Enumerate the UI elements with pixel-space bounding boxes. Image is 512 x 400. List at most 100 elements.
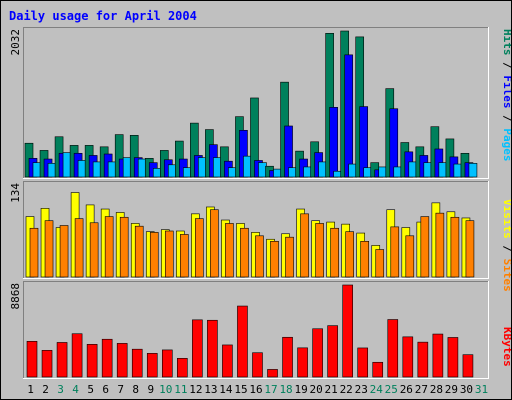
sites-bar	[44, 220, 54, 278]
day-label: 23	[355, 383, 368, 396]
sites-bar	[225, 223, 234, 278]
pages-bar	[468, 163, 478, 178]
day-label: 2	[42, 383, 49, 396]
legend-pages: Pages	[501, 128, 511, 161]
kbytes-bar	[432, 333, 444, 378]
sites-bar	[180, 234, 189, 278]
day-label: 20	[310, 383, 323, 396]
kbytes-bar	[402, 336, 414, 378]
legend-separator: /	[501, 109, 511, 129]
sites-bar	[149, 232, 159, 278]
kbytes-bar	[267, 369, 278, 378]
legend-sites: Sites	[501, 259, 511, 292]
day-label: 1	[27, 383, 34, 396]
chart-title: Daily usage for April 2004	[9, 9, 197, 23]
kbytes-bar	[116, 343, 128, 378]
kbytes-bar	[357, 347, 369, 378]
day-label: 4	[72, 383, 79, 396]
sites-bar	[435, 212, 445, 278]
sites-bar	[465, 220, 475, 278]
day-label: 24	[370, 383, 384, 396]
kbytes-bar	[101, 338, 113, 378]
day-label: 17	[264, 383, 277, 396]
sites-bar	[74, 218, 84, 278]
sites-bar	[119, 216, 129, 278]
kbytes-bar	[41, 350, 53, 378]
hits-files-pages-bars	[24, 30, 478, 178]
sites-bar	[255, 235, 264, 278]
visits-ymax-label: 134	[9, 183, 22, 203]
kbytes-bar	[86, 344, 98, 378]
sites-bar	[405, 235, 415, 278]
legend-separator: /	[501, 239, 511, 259]
sites-bar	[89, 222, 99, 278]
sites-bar	[330, 227, 339, 278]
sites-bar	[210, 209, 219, 278]
day-label: 25	[385, 383, 398, 396]
kbytes-bar	[56, 342, 68, 378]
kbytes-bar	[131, 348, 143, 378]
sites-bar	[300, 213, 309, 278]
day-label: 15	[234, 383, 247, 396]
legend-separator: /	[501, 56, 511, 76]
sites-bar	[164, 230, 174, 278]
legend-kbytes: KBytes	[501, 327, 511, 367]
sites-bar	[104, 216, 114, 278]
kbytes-bars	[26, 284, 474, 378]
sites-bar	[29, 227, 39, 278]
sites-bar	[345, 231, 354, 278]
day-label: 9	[147, 383, 154, 396]
hits-ymax-label: 2032	[9, 29, 22, 56]
kbytes-bar	[297, 347, 308, 378]
sites-bar	[270, 240, 279, 278]
kbytes-ymax-label: 8868	[9, 283, 22, 310]
sites-bar	[59, 225, 69, 278]
day-label: 26	[400, 383, 413, 396]
legend-visits: Visits	[501, 199, 511, 239]
day-label: 5	[87, 383, 94, 396]
day-label: 21	[325, 383, 338, 396]
day-label: 13	[204, 383, 217, 396]
sites-bar	[360, 240, 370, 278]
files-bar	[359, 106, 369, 178]
files-bar	[344, 54, 353, 178]
sites-bar	[450, 216, 460, 278]
kbytes-bar	[161, 349, 173, 378]
day-labels: 1 2 3 4 5 6 7 8 9 10 11 12 13 14 15 16 17 18 19 20 21 22 23 24 2…	[27, 383, 488, 396]
kbytes-bar	[237, 305, 248, 378]
kbytes-bar	[387, 319, 399, 378]
kbytes-bar	[342, 284, 353, 378]
day-label: 18	[279, 383, 292, 396]
legend-files: Files	[501, 75, 511, 108]
visits-legend: Visits / Sites	[501, 199, 511, 292]
sites-bar	[134, 225, 144, 278]
hits-legend: Hits / Files / Pages	[501, 29, 511, 162]
files-bar	[329, 107, 338, 178]
kbytes-bar	[222, 344, 233, 378]
kbytes-bar	[282, 336, 293, 378]
day-label: 30	[460, 383, 473, 396]
kbytes-bar	[177, 358, 188, 378]
sites-bar	[195, 218, 204, 278]
day-label: 29	[445, 383, 458, 396]
day-label: 11	[174, 383, 187, 396]
kbytes-bar	[192, 319, 203, 378]
kbytes-bar	[207, 319, 218, 378]
visits-sites-bars	[25, 192, 475, 278]
kbytes-bar	[312, 328, 323, 378]
day-label: 3	[57, 383, 64, 396]
day-label: 31	[475, 383, 488, 396]
sites-bar	[420, 216, 430, 278]
day-label: 7	[117, 383, 124, 396]
kbytes-bar	[327, 325, 338, 378]
day-label: 19	[294, 383, 307, 396]
sites-bar	[285, 236, 294, 278]
day-label: 12	[189, 383, 202, 396]
kbytes-bar	[417, 341, 429, 378]
kbytes-bar	[146, 353, 158, 378]
sites-bar	[375, 249, 385, 278]
kbytes-bar	[71, 333, 83, 378]
sites-bar	[315, 223, 324, 278]
kbytes-bar	[372, 361, 384, 378]
